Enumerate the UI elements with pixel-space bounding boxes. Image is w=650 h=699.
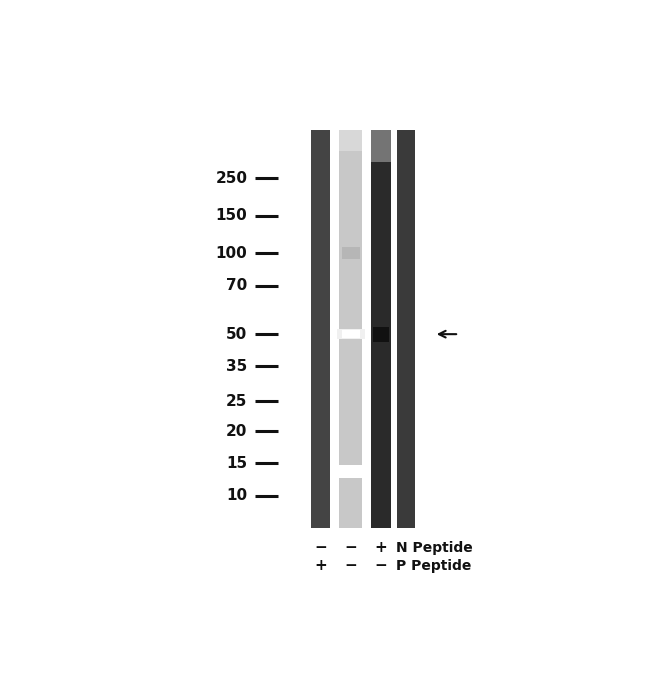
Text: 100: 100 — [216, 246, 248, 261]
Text: 10: 10 — [226, 488, 248, 503]
Bar — [342, 331, 359, 338]
Bar — [339, 129, 362, 151]
Text: 35: 35 — [226, 359, 248, 374]
Bar — [371, 129, 391, 528]
Text: 15: 15 — [226, 456, 248, 471]
Text: −: − — [314, 540, 327, 555]
Bar — [373, 326, 389, 342]
Text: −: − — [374, 558, 387, 573]
Bar — [371, 129, 391, 162]
Bar — [339, 129, 362, 528]
Text: 50: 50 — [226, 326, 248, 342]
Bar — [330, 129, 339, 528]
Text: 150: 150 — [216, 208, 248, 223]
Text: 25: 25 — [226, 394, 248, 409]
Text: 20: 20 — [226, 424, 248, 438]
Text: N Peptide: N Peptide — [396, 541, 473, 555]
Text: +: + — [374, 540, 387, 555]
Text: −: − — [344, 558, 357, 573]
Bar — [339, 129, 362, 528]
Text: 250: 250 — [216, 171, 248, 185]
Bar — [342, 247, 359, 259]
Text: 70: 70 — [226, 278, 248, 293]
Text: −: − — [344, 540, 357, 555]
Bar — [339, 465, 362, 478]
Bar — [311, 129, 330, 528]
Text: P Peptide: P Peptide — [396, 559, 471, 572]
Bar — [337, 329, 365, 339]
Bar — [397, 129, 415, 528]
Text: +: + — [314, 558, 327, 573]
